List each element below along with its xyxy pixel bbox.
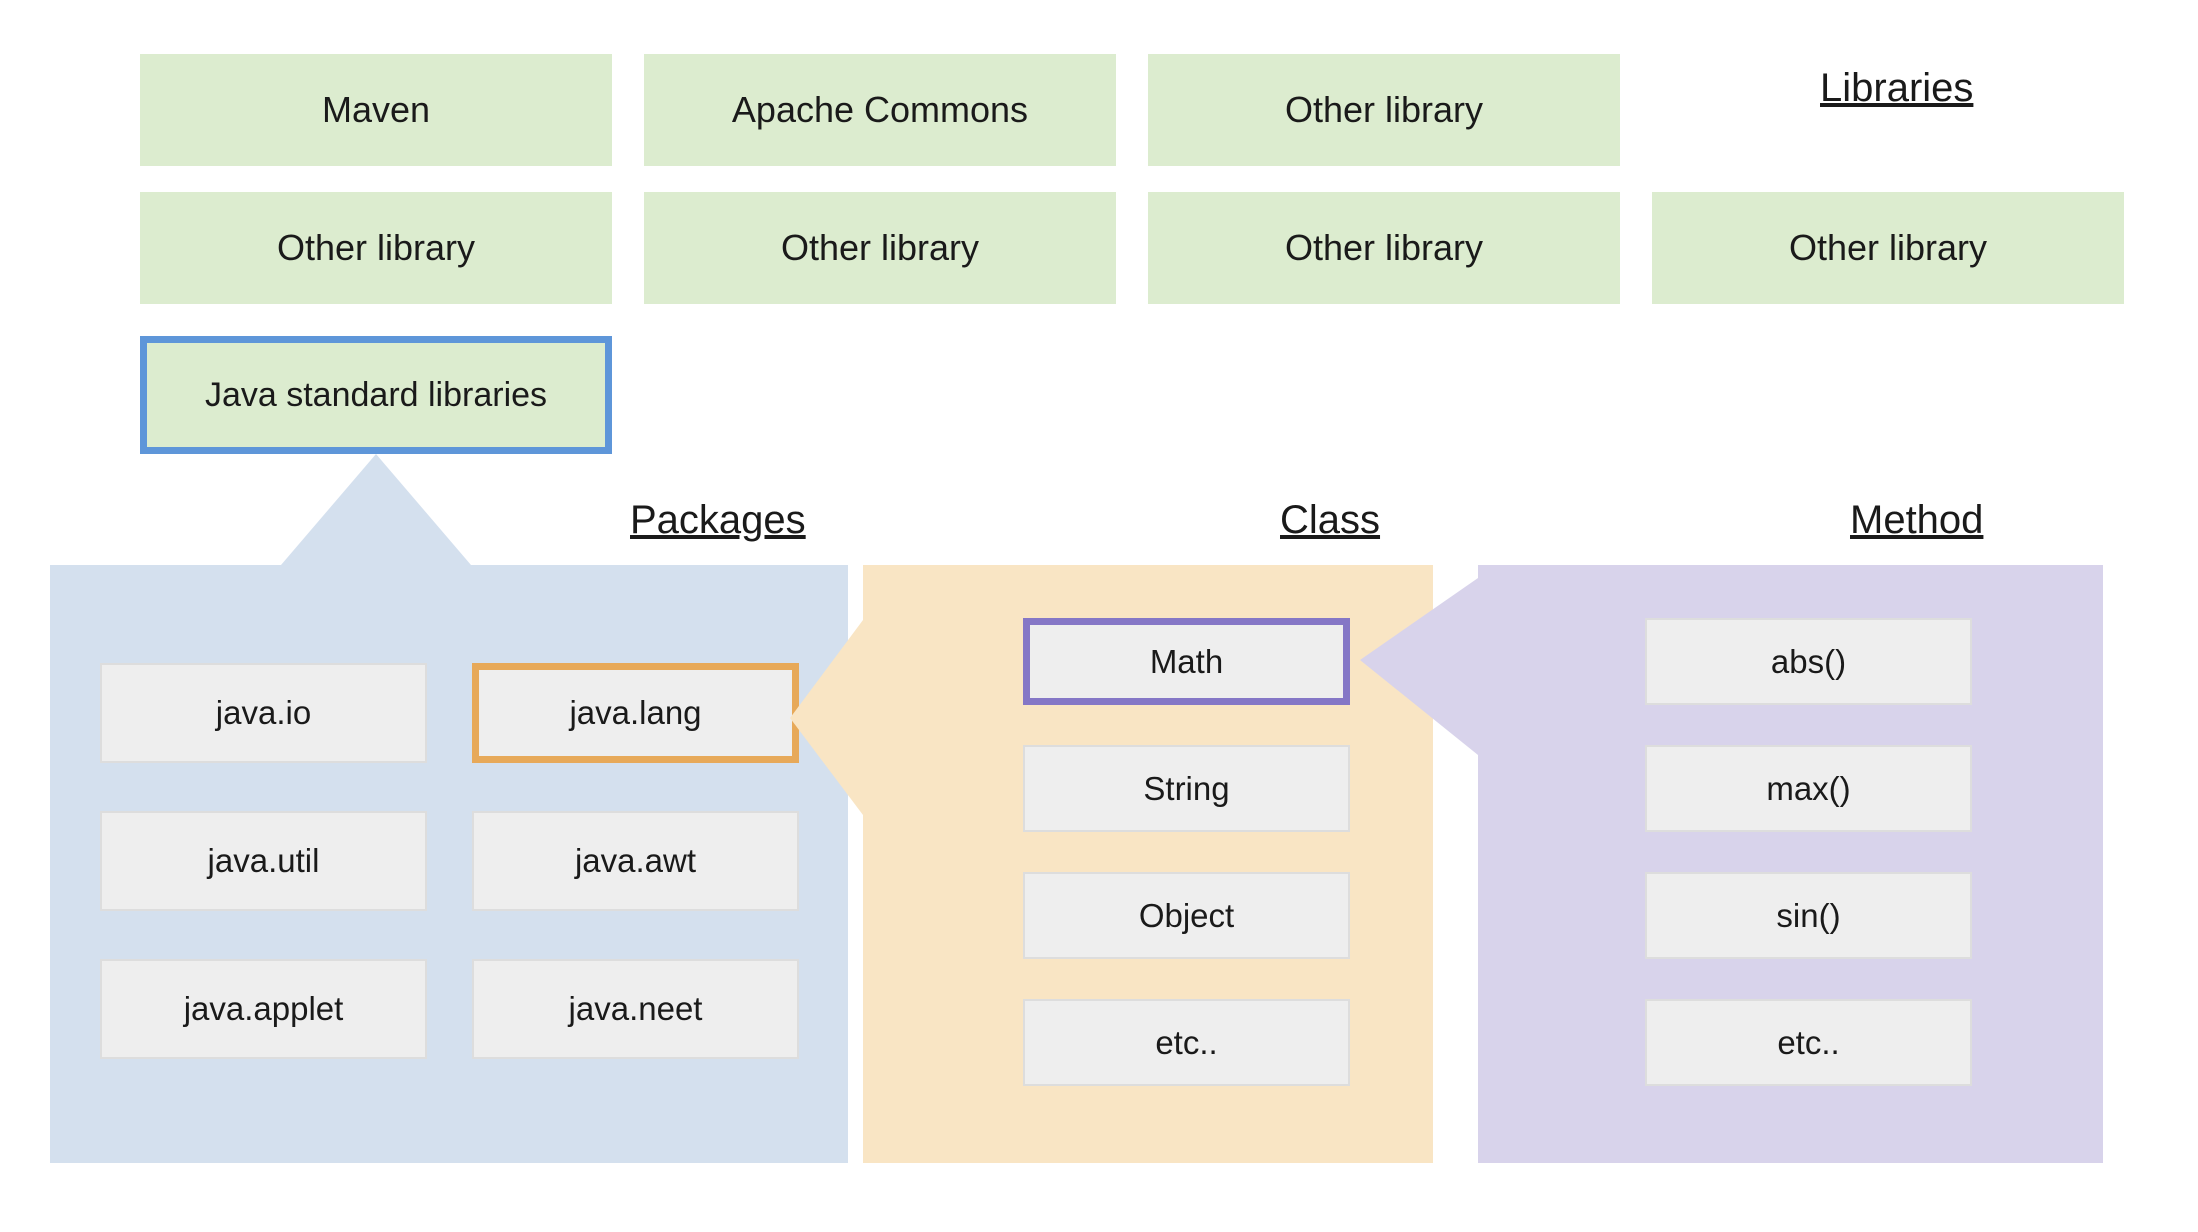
- heading-libraries: Libraries: [1820, 66, 1973, 111]
- method-etc: etc..: [1645, 999, 1972, 1086]
- library-box-other-3: Other library: [644, 192, 1116, 304]
- method-max: max(): [1645, 745, 1972, 832]
- heading-packages: Packages: [630, 498, 806, 543]
- class-etc: etc..: [1023, 999, 1350, 1086]
- library-box-other-4: Other library: [1148, 192, 1620, 304]
- method-abs: abs(): [1645, 618, 1972, 705]
- package-java-awt: java.awt: [472, 811, 799, 911]
- class-string: String: [1023, 745, 1350, 832]
- heading-class: Class: [1280, 498, 1380, 543]
- package-java-neet: java.neet: [472, 959, 799, 1059]
- method-sin: sin(): [1645, 872, 1972, 959]
- library-box-other-5: Other library: [1652, 192, 2124, 304]
- package-java-applet: java.applet: [100, 959, 427, 1059]
- library-box-java-standard: Java standard libraries: [140, 336, 612, 454]
- class-object: Object: [1023, 872, 1350, 959]
- package-java-lang: java.lang: [472, 663, 799, 763]
- library-box-maven: Maven: [140, 54, 612, 166]
- package-java-io: java.io: [100, 663, 427, 763]
- heading-method: Method: [1850, 498, 1983, 543]
- library-box-other-1: Other library: [1148, 54, 1620, 166]
- library-box-apache-commons: Apache Commons: [644, 54, 1116, 166]
- package-java-util: java.util: [100, 811, 427, 911]
- class-math: Math: [1023, 618, 1350, 705]
- library-box-other-2: Other library: [140, 192, 612, 304]
